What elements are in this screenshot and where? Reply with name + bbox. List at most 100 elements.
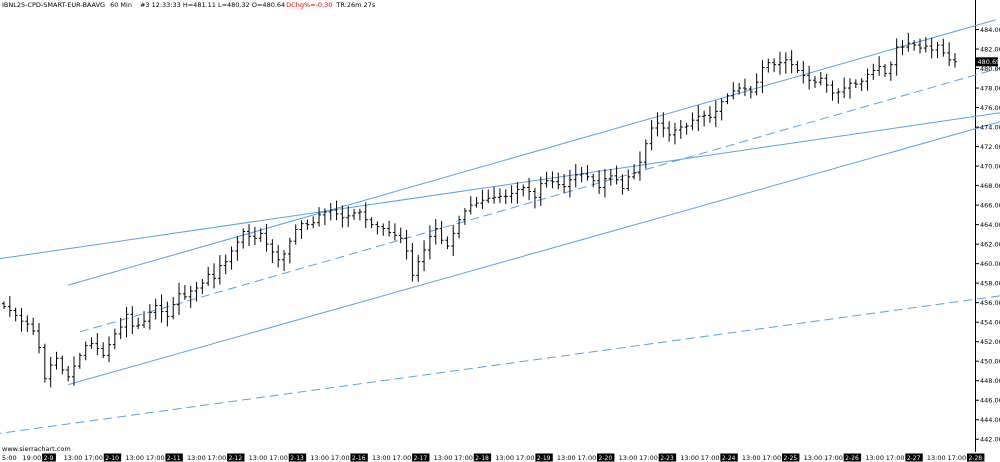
price-bar	[153, 298, 158, 320]
price-bar	[317, 207, 322, 227]
price-bar	[550, 171, 555, 189]
price-bar	[37, 323, 42, 354]
price-bar	[608, 169, 613, 186]
trendline[interactable]	[68, 116, 1000, 386]
x-time-label: 17:00	[331, 454, 350, 462]
price-bar	[760, 60, 765, 94]
price-bar	[252, 227, 257, 246]
price-bar	[468, 196, 473, 215]
x-date-label: 2-17	[414, 455, 428, 462]
price-bar	[812, 76, 817, 88]
price-bar	[54, 351, 59, 370]
y-tick-label: 472.00	[980, 143, 1000, 151]
dashed-trendline[interactable]	[0, 290, 1000, 434]
price-bar	[77, 352, 82, 369]
price-bar	[906, 32, 911, 52]
x-date-marker	[412, 453, 430, 462]
x-date-label: 2-10	[105, 455, 119, 462]
x-date-marker	[658, 453, 677, 462]
price-bar	[777, 51, 782, 75]
price-bar	[241, 228, 246, 249]
y-tick-label: 446.00	[980, 397, 1000, 405]
price-bar	[357, 208, 362, 221]
price-bar	[235, 236, 240, 261]
trendline[interactable]	[68, 19, 996, 286]
price-bar	[707, 106, 712, 123]
price-bar	[7, 296, 12, 317]
price-bar	[95, 333, 100, 356]
price-bar	[410, 242, 415, 282]
chart-header: IBNL25-CPD-SMART-EUR-BAAVG 60 Min #3 12:33…	[2, 1, 376, 9]
header-change: DChg%=-0.30	[286, 1, 332, 9]
price-bar	[206, 266, 211, 286]
price-bar	[567, 169, 572, 198]
x-time-label: 5:00	[2, 454, 17, 462]
x-date-label: 2-9	[44, 455, 54, 462]
price-bar	[847, 78, 852, 99]
y-tick-label: 448.00	[980, 377, 1000, 385]
price-bar	[900, 40, 905, 56]
price-bar	[602, 169, 607, 198]
price-bar	[147, 304, 152, 330]
price-bar	[427, 225, 432, 260]
price-bar	[532, 187, 537, 209]
x-time-label: 13:00	[434, 454, 453, 462]
price-bar	[573, 164, 578, 188]
x-time-label: 13:00	[742, 454, 761, 462]
price-bar	[702, 110, 707, 127]
price-bar	[795, 60, 800, 74]
x-date-marker	[350, 453, 368, 462]
price-bar	[807, 65, 812, 90]
x-time-label: 13:00	[865, 454, 884, 462]
price-bar	[42, 343, 47, 383]
price-bar	[392, 223, 397, 241]
price-bar	[655, 112, 660, 137]
x-date-marker	[905, 453, 923, 462]
price-bar	[112, 328, 117, 350]
price-bar	[515, 182, 520, 204]
x-time-label: 17:00	[454, 454, 473, 462]
price-bar	[462, 208, 467, 225]
x-date-label: 2-13	[290, 455, 304, 462]
price-bar	[632, 164, 637, 180]
dashed-trendline[interactable]	[79, 61, 1000, 333]
price-bar	[783, 52, 788, 74]
x-date-label: 2-26	[845, 455, 859, 462]
price-bar	[742, 78, 747, 97]
price-bar	[200, 278, 205, 295]
price-bar	[101, 342, 106, 359]
price-bar	[293, 224, 298, 245]
price-bar	[13, 307, 18, 322]
trendlines-layer	[0, 19, 1000, 434]
price-bar	[159, 294, 164, 323]
x-time-label: 13:00	[927, 454, 946, 462]
x-time-label: 17:00	[393, 454, 412, 462]
price-bar	[859, 78, 864, 91]
header-stats: #3 12:33:33 H=481.11 L=480.32 O=480.64	[140, 1, 285, 9]
price-bar	[177, 282, 182, 315]
x-time-label: 13:00	[495, 454, 514, 462]
price-bar	[882, 63, 887, 77]
price-bar	[871, 63, 876, 81]
price-bar	[912, 40, 917, 51]
x-time-label: 13:00	[187, 454, 206, 462]
price-bar	[72, 356, 77, 386]
header-interval: 60 Min	[110, 1, 132, 9]
y-tick-label: 476.00	[980, 104, 1000, 112]
y-tick-label: 484.00	[980, 26, 1000, 34]
x-time-label: 17:00	[886, 454, 905, 462]
x-time-label: 13:00	[372, 454, 391, 462]
price-bar	[818, 71, 823, 86]
price-bar	[334, 200, 339, 221]
price-bar	[305, 219, 310, 230]
x-date-marker	[597, 453, 615, 462]
x-date-marker	[473, 453, 492, 462]
price-bar	[217, 255, 222, 285]
x-time-label: 17:00	[639, 454, 658, 462]
price-bar	[725, 93, 730, 105]
price-bar	[451, 224, 456, 256]
y-axis: 442.00 444.00 446.00 448.00 450.00 452.00 454.…	[975, 26, 1000, 444]
price-bar	[579, 166, 584, 183]
